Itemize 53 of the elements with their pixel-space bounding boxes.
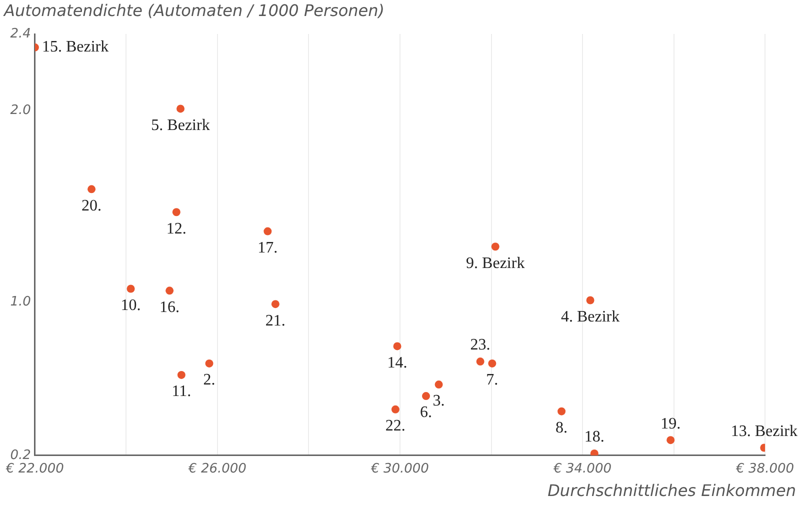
point [205, 359, 214, 368]
point [264, 227, 272, 236]
point [488, 359, 496, 368]
annotation: 6. [420, 404, 432, 422]
annotation: 2. [203, 372, 216, 389]
annotation: 14. [387, 354, 408, 372]
point [666, 436, 675, 444]
x-tick-label: € 26.000 [188, 462, 246, 477]
point [476, 358, 484, 366]
annotation: 4. Bezirk [560, 308, 620, 326]
point [393, 342, 402, 350]
x-tick-label: € 38.000 [735, 462, 794, 477]
point [126, 284, 135, 293]
y-tick-label: 0.2 [10, 448, 31, 463]
x-tick-label: € 30.000 [370, 462, 429, 477]
point [166, 286, 174, 295]
annotation: 17. [258, 239, 278, 256]
point [391, 405, 400, 414]
annotation: 11. [172, 383, 192, 400]
point [271, 300, 280, 308]
annotation: 5. Bezirk [151, 116, 210, 134]
y-tick-label: 2.4 [10, 26, 31, 42]
y-axis-title: Automatendichte (Automaten / 1000 Personen) [3, 1, 385, 20]
annotation: 23. [470, 336, 490, 354]
point [491, 242, 500, 251]
x-axis-title: Durchschnittliches Einkommen [548, 481, 796, 500]
x-tick-label: € 34.000 [552, 462, 612, 477]
annotation: 12. [166, 220, 186, 238]
annotation: 16. [160, 298, 180, 316]
point [176, 104, 185, 113]
point [88, 185, 96, 194]
point [558, 407, 566, 416]
annotation: 10. [120, 296, 141, 314]
annotation: 19. [660, 415, 681, 432]
annotation: 9. Bezirk [466, 254, 525, 272]
point [434, 380, 443, 389]
point [586, 296, 594, 304]
point [590, 449, 598, 456]
x-tick-label: € 22.000 [5, 462, 64, 477]
y-tick-label: 1.0 [10, 294, 31, 310]
annotation: 13. Bezirk [730, 422, 798, 440]
point [177, 370, 186, 379]
annotation: 7. [486, 372, 498, 389]
annotation: 20. [82, 197, 102, 214]
y-tick-label: 2.0 [10, 102, 31, 118]
annotation: 18. [584, 428, 604, 446]
annotation: 22. [385, 418, 406, 435]
annotation: 8. [556, 420, 568, 437]
point [172, 208, 180, 216]
annotation: 15. Bezirk [42, 38, 109, 56]
point [422, 392, 430, 400]
annotation: 3. [432, 392, 445, 410]
annotation: 21. [265, 312, 286, 330]
